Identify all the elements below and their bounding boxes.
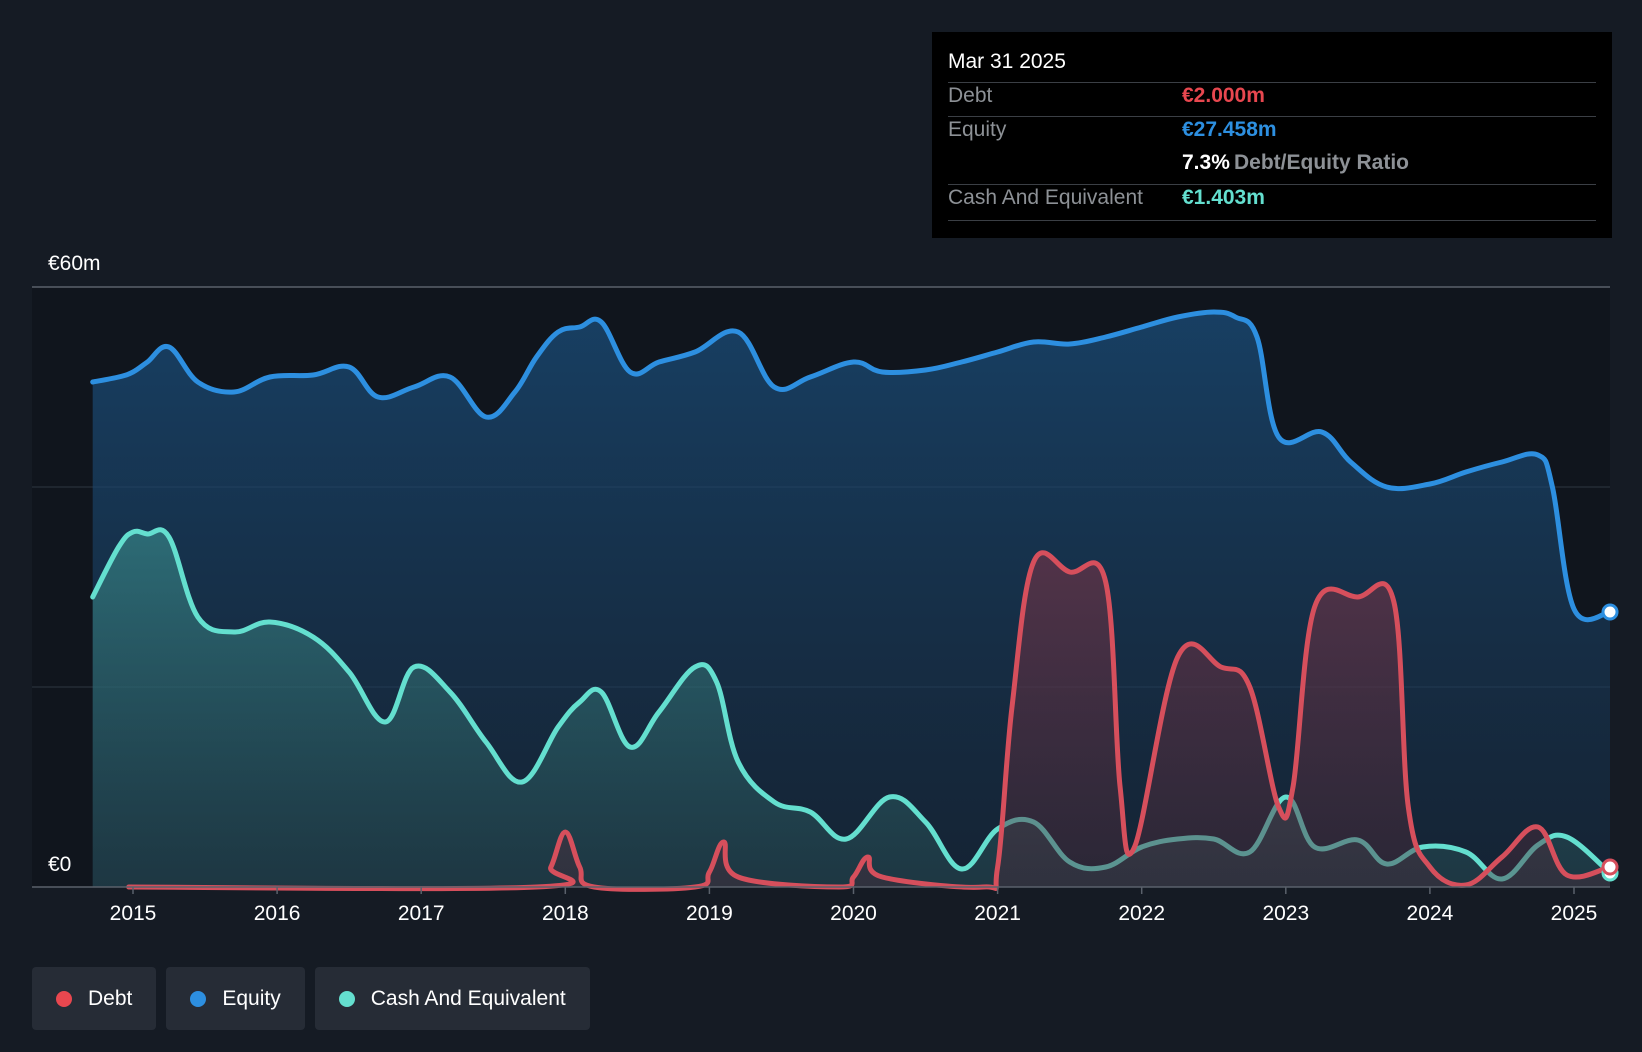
x-tick-label: 2024 (1407, 902, 1454, 925)
tooltip-debt-label: Debt (948, 84, 993, 107)
series-line-debt (126, 550, 1613, 892)
tooltip-panel: Mar 31 2025 Debt €2.000m Equity €27.458m… (932, 32, 1612, 238)
tooltip-date: Mar 31 2025 (948, 50, 1066, 73)
x-tick-label: 2025 (1551, 902, 1598, 925)
series-endpoint-debt (1601, 858, 1619, 876)
tooltip-divider (948, 220, 1596, 221)
legend-item-cash[interactable]: Cash And Equivalent (314, 967, 590, 1030)
series-endpoint-equity (1601, 603, 1619, 621)
legend-item-equity[interactable]: Equity (166, 967, 305, 1030)
series-area-cash (92, 529, 1611, 887)
tooltip-cash-label: Cash And Equivalent (948, 186, 1143, 209)
x-tick-label: 2018 (542, 902, 589, 925)
legend-item-debt[interactable]: Debt (32, 967, 157, 1030)
x-tick-label: 2021 (974, 902, 1021, 925)
tooltip-divider (948, 184, 1596, 185)
tooltip-ratio-label: Debt/Equity Ratio (1234, 151, 1410, 174)
legend-dot-cash-icon (338, 990, 355, 1007)
legend-label-debt: Debt (88, 986, 133, 1010)
axis-layer: 2015 2016 2017 2018 2019 2020 2021 2022 2023 2024… (32, 252, 1610, 925)
legend-dot-equity-icon (190, 990, 207, 1007)
legend-label-equity: Equity (222, 986, 281, 1010)
x-tick-label: 2020 (830, 902, 877, 925)
x-tick-label: 2015 (110, 902, 157, 925)
tooltip-debt-value: €2.000m (1182, 84, 1265, 107)
x-tick-label: 2023 (1262, 902, 1309, 925)
x-tick-label: 2017 (398, 902, 445, 925)
series-area-debt (128, 552, 1611, 890)
legend: Debt Equity Cash And Equivalent (32, 967, 590, 1030)
y-tick-label: €0 (48, 853, 71, 876)
series-line-equity (90, 309, 1613, 623)
tooltip-equity-label: Equity (948, 118, 1007, 141)
tooltip-cash-value: €1.403m (1182, 186, 1265, 209)
x-tick-label: 2016 (254, 902, 301, 925)
tooltip-divider (948, 116, 1596, 117)
legend-dot-debt-icon (56, 990, 72, 1007)
legend-label-cash: Cash And Equivalent (370, 986, 566, 1010)
y-tick-label: €60m (48, 252, 101, 275)
series-layer (90, 309, 1619, 892)
tooltip-equity-value: €27.458m (1182, 118, 1277, 141)
x-tick-label: 2019 (686, 902, 733, 925)
tooltip-divider (948, 82, 1596, 83)
tooltip-ratio-value: 7.3% (1182, 151, 1230, 174)
x-tick-label: 2022 (1118, 902, 1165, 925)
